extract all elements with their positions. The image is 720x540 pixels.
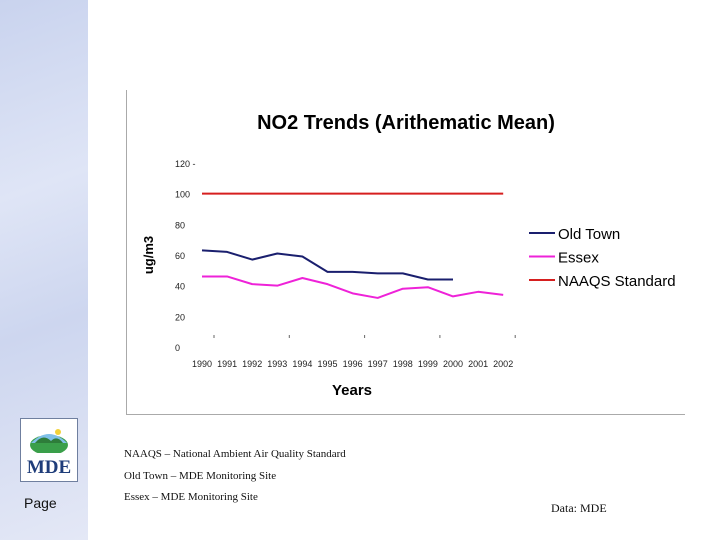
y-tick-label: 100 bbox=[175, 190, 190, 200]
x-tick-label: 1992 bbox=[242, 359, 262, 369]
globe-icon bbox=[30, 429, 68, 453]
note-essex: Essex – MDE Monitoring Site bbox=[124, 491, 258, 503]
series-line-old-town bbox=[201, 249, 453, 281]
note-old-town: Old Town – MDE Monitoring Site bbox=[124, 470, 277, 482]
x-tick-label: 1990 bbox=[192, 359, 212, 369]
x-tick-label: 2002 bbox=[493, 359, 513, 369]
legend-label: NAAQS Standard bbox=[558, 273, 676, 290]
legend-label: Essex bbox=[558, 250, 599, 267]
y-tick-label: 60 bbox=[175, 251, 185, 261]
chart-frame bbox=[126, 90, 685, 415]
logo-text: MDE bbox=[26, 457, 72, 478]
mde-logo: MDE bbox=[20, 418, 78, 482]
x-tick-label: 1999 bbox=[418, 359, 438, 369]
x-tick-label: 1997 bbox=[368, 359, 388, 369]
series-line-essex bbox=[202, 275, 504, 299]
x-tick-label: 1993 bbox=[267, 359, 287, 369]
x-tick-label: 1998 bbox=[393, 359, 413, 369]
x-tick-label: 1996 bbox=[343, 359, 363, 369]
x-tick-label: 1995 bbox=[317, 359, 337, 369]
y-tick-label: 20 bbox=[175, 312, 185, 322]
chart-title: NO2 Trends (Arithematic Mean) bbox=[257, 112, 555, 134]
y-tick-label: 80 bbox=[175, 220, 185, 230]
slide-content bbox=[91, 0, 720, 540]
note-naaqs: NAAQS – National Ambient Air Quality Sta… bbox=[124, 448, 346, 460]
x-tick-label: 1991 bbox=[217, 359, 237, 369]
sidebar-panel: MDE Page bbox=[0, 0, 91, 540]
page-label: Page bbox=[24, 495, 57, 511]
y-tick-label: 0 bbox=[175, 343, 180, 353]
data-source: Data: MDE bbox=[551, 501, 607, 515]
y-axis-label: ug/m3 bbox=[141, 236, 156, 274]
legend-label: Old Town bbox=[558, 226, 620, 243]
x-tick-label: 2000 bbox=[443, 359, 463, 369]
x-tick-label: 1994 bbox=[292, 359, 312, 369]
y-tick-label: 120 - bbox=[175, 159, 196, 169]
x-axis-label: Years bbox=[332, 382, 372, 399]
y-tick-label: 40 bbox=[175, 282, 185, 292]
x-tick-label: 2001 bbox=[468, 359, 488, 369]
